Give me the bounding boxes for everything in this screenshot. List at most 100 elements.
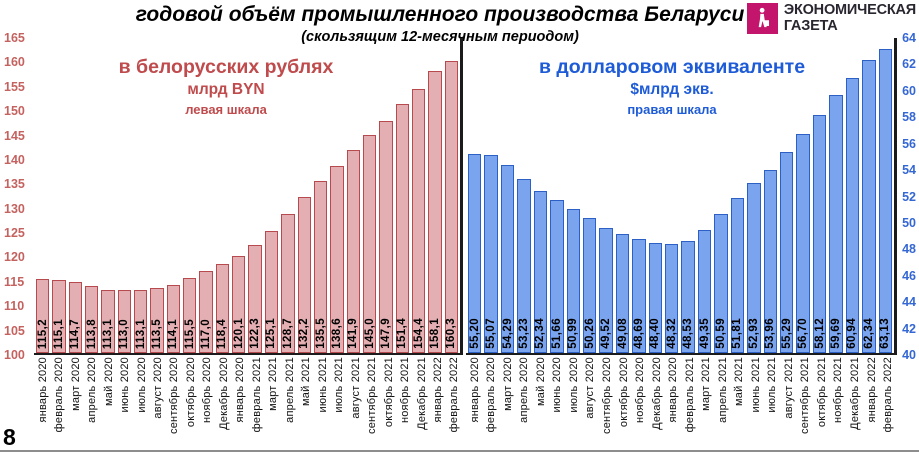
bar-value-label: 53,96	[764, 318, 777, 349]
bar-value-label: 115,5	[183, 318, 196, 349]
bar-slot: 49,35	[697, 38, 712, 353]
bar: 115,2	[36, 279, 50, 353]
bar-slot: 53,96	[763, 38, 778, 353]
plot-usd: 55,20 55,07 54,29 53,23 52,34 51,66 50,99 50,26…	[466, 38, 897, 355]
bar: 160,3	[444, 60, 458, 353]
x-axis-label: сентябрь 2021	[366, 357, 379, 434]
legend-byn-unit: млрд BYN	[187, 81, 265, 98]
bar-value-label: 135,5	[314, 318, 327, 349]
bar-slot: 52,93	[747, 38, 761, 353]
bar-slot: 115,5	[183, 38, 197, 353]
bar: 120,1	[232, 255, 246, 353]
bottom-rule	[0, 450, 919, 452]
bar-value-label: 60,94	[846, 318, 859, 349]
bar-slot: 59,69	[829, 38, 843, 353]
x-axis-label: январь 2020	[468, 357, 481, 423]
bar-slot: 55,07	[484, 38, 498, 353]
bar-value-label: 158,1	[428, 318, 441, 349]
x-axis-label: август 2020	[584, 357, 597, 419]
bar: 50,99	[566, 208, 580, 353]
bar-value-label: 55,29	[780, 318, 793, 349]
legend-byn: в белорусских рублях млрд BYN левая шкал…	[30, 56, 422, 117]
bar-value-label: 58,12	[813, 318, 826, 349]
bar-slot: 117,0	[199, 38, 213, 353]
x-axis-labels-usd: январь 2020 февраль 2020 март 2020 апрель 2…	[466, 357, 897, 454]
bar: 60,94	[845, 78, 860, 353]
legend-usd-unit: $млрд экв.	[630, 81, 714, 98]
bar-value-label: 122,3	[249, 318, 262, 349]
bar: 138,6	[330, 165, 344, 353]
x-axis-label: июль 2021	[333, 357, 346, 413]
bar-slot: 51,81	[730, 38, 745, 353]
bar: 53,96	[763, 169, 778, 353]
legend-byn-scale-note: левая шкала	[185, 102, 267, 117]
legend-usd: в долларовом эквиваленте $млрд экв. прав…	[480, 56, 864, 117]
x-axis-label: февраль 2020	[485, 357, 498, 433]
bar-slot: 50,99	[566, 38, 580, 353]
x-axis-label: январь 2022	[431, 357, 444, 423]
bar-value-label: 51,81	[731, 318, 744, 349]
x-axis-label: июль 2020	[135, 357, 148, 413]
bar: 115,5	[183, 277, 197, 353]
y-axis-tick-label: 110	[4, 299, 25, 314]
bar-slot: 115,2	[36, 38, 50, 353]
bar: 141,9	[346, 149, 360, 353]
y-axis-tick-label: 145	[4, 128, 25, 143]
logo-text: ЭКОНОМИЧЕСКАЯ ГАЗЕТА	[784, 2, 916, 35]
bar: 49,08	[615, 233, 630, 353]
bar-value-label: 160,3	[445, 318, 458, 349]
bar-slot: 54,29	[500, 38, 515, 353]
legend-usd-scale-note: правая шкала	[627, 102, 717, 117]
bar: 114,1	[166, 284, 181, 353]
bar-value-label: 113,8	[85, 318, 98, 349]
bar-value-label: 48,69	[632, 318, 645, 349]
bar: 53,23	[517, 179, 531, 353]
bar-slot: 160,3	[444, 38, 458, 353]
bar-value-label: 55,20	[468, 318, 481, 349]
y-axis-tick-label: 62	[902, 57, 916, 72]
bar-slot: 118,4	[215, 38, 230, 353]
x-axis-label: август 2021	[349, 357, 362, 419]
x-axis-label: апрель 2021	[283, 357, 296, 423]
bar-slot: 55,20	[468, 38, 482, 353]
bar-slot: 48,53	[681, 38, 695, 353]
x-axis-label: сентябрь 2021	[799, 357, 812, 434]
y-axis-tick-label: 44	[902, 295, 916, 310]
bar-slot: 56,70	[796, 38, 810, 353]
bar-slot: 63,13	[878, 38, 892, 353]
y-axis-tick-label: 40	[902, 348, 916, 362]
x-axis-label: апрель 2021	[716, 357, 729, 423]
x-axis-label: ноябрь 2021	[399, 357, 412, 424]
x-axis-label: февраль 2020	[53, 357, 66, 433]
chart-subtitle: (скользящим 12-месячным периодом)	[301, 29, 579, 45]
x-axis-label: январь 2020	[36, 357, 49, 423]
bar-value-label: 151,4	[396, 318, 409, 349]
bar-value-label: 125,1	[265, 318, 278, 349]
bar-slot: 48,40	[648, 38, 663, 353]
x-axis-label: февраль 2022	[448, 357, 461, 433]
bar: 56,70	[796, 133, 810, 353]
y-axis-tick-label: 48	[902, 242, 916, 257]
bar: 49,52	[599, 228, 613, 353]
bar-value-label: 114,7	[69, 318, 82, 349]
bar-slot: 49,08	[615, 38, 630, 353]
y-axis-tick-label: 105	[4, 323, 25, 338]
y-axis-tick-label: 125	[4, 226, 25, 241]
bar-slot: 114,1	[166, 38, 181, 353]
y-axis-tick-label: 46	[902, 268, 916, 283]
y-axis-tick-label: 165	[4, 31, 25, 45]
x-axis-label: март 2020	[501, 357, 514, 411]
x-axis-label: ноябрь 2021	[832, 357, 845, 424]
bar: 59,69	[829, 94, 843, 353]
bar-value-label: 120,1	[232, 318, 245, 349]
bar-slot: 151,4	[395, 38, 409, 353]
bar: 52,34	[533, 191, 548, 353]
legend-byn-title: в белорусских рублях	[118, 56, 334, 78]
x-axis-label: апрель 2020	[86, 357, 99, 423]
x-axis-label: февраль 2021	[683, 357, 696, 433]
x-axis-label: сентябрь 2020	[601, 357, 614, 434]
y-axis-tick-label: 52	[902, 189, 916, 204]
bar-value-label: 49,08	[616, 318, 629, 349]
y-axis-tick-label: 135	[4, 177, 25, 192]
